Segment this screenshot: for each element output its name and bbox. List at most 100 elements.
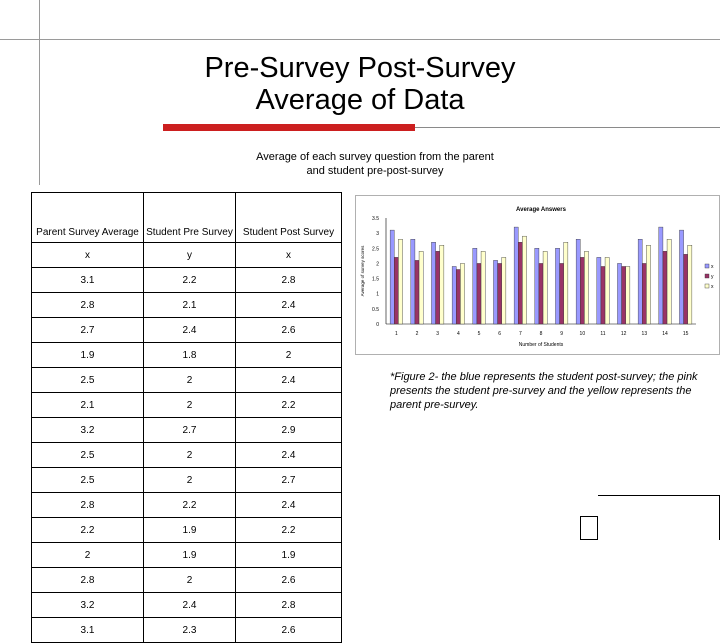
- bar-series-2-cat-6: [497, 263, 502, 325]
- bar-series-3-cat-8: [542, 251, 548, 325]
- bar-series-1-cat-4: [451, 266, 457, 325]
- bar-series-2-cat-12: [621, 266, 626, 325]
- table-row: 2.8 2.2 2.4: [31, 492, 342, 518]
- bar-series-3-cat-5: [480, 251, 486, 325]
- subtitle-line-2: and student pre-post-survey: [306, 165, 444, 177]
- table-cell: 1.9: [235, 542, 342, 568]
- table-cell: 2.2: [235, 517, 342, 543]
- bar-series-3-cat-14: [666, 239, 672, 325]
- table-cell: 3.1: [31, 267, 144, 293]
- table-cell: 3.1: [31, 617, 144, 643]
- table-cell: 3.2: [31, 417, 144, 443]
- x-tick-label: 11: [600, 331, 605, 337]
- frame-left-line: [39, 0, 40, 185]
- table-cell: x: [31, 242, 144, 268]
- table-cell: 2.9: [235, 417, 342, 443]
- legend-entry: x: [711, 284, 714, 290]
- frame-top-line: [0, 39, 720, 40]
- x-axis-label: Number of Students: [519, 342, 564, 348]
- table-cell: 1.9: [143, 517, 236, 543]
- x-tick-label: 1: [395, 331, 398, 337]
- table-row: 3.2 2.7 2.9: [31, 417, 342, 443]
- y-tick-label: 1: [376, 292, 379, 298]
- header-parent: Parent Survey Average: [31, 192, 144, 243]
- table-cell: 2.8: [31, 292, 144, 318]
- legend-swatch: [704, 263, 710, 269]
- corner-box: [580, 516, 598, 540]
- table-cell: 2.4: [235, 367, 342, 393]
- table-cell: 2: [143, 442, 236, 468]
- table-cell: 2.2: [143, 267, 236, 293]
- x-tick-label: 4: [457, 331, 460, 337]
- slide-title: Pre-Survey Post-Survey Average of Data: [150, 52, 570, 116]
- x-tick-label: 8: [540, 331, 543, 337]
- bar-series-2-cat-7: [518, 242, 523, 325]
- chart-title: Average Answers: [516, 207, 567, 213]
- title-line-2: Average of Data: [255, 84, 465, 116]
- table-cell: 2: [143, 467, 236, 493]
- y-tick-label: 1.5: [372, 277, 379, 283]
- legend-entry: x: [711, 264, 714, 270]
- table-cell: 2: [143, 567, 236, 593]
- table-cell: 1.8: [143, 342, 236, 368]
- x-tick-label: 2: [416, 331, 419, 337]
- bar-series-3-cat-12: [625, 266, 631, 325]
- table-cell: x: [235, 242, 342, 268]
- bar-series-2-cat-15: [683, 254, 688, 325]
- bar-series-3-cat-9: [563, 242, 569, 325]
- table-row: 3.1 2.2 2.8: [31, 267, 342, 293]
- table-cell: 2.1: [143, 292, 236, 318]
- x-tick-label: 9: [560, 331, 563, 337]
- table-row: 2.1 2 2.2: [31, 392, 342, 418]
- table-cell: 2.8: [235, 267, 342, 293]
- header-student-pre: Student Pre Survey: [143, 192, 236, 243]
- bar-series-2-cat-2: [414, 260, 420, 325]
- title-accent-bar: [163, 124, 415, 131]
- bar-series-1-cat-5: [472, 248, 478, 325]
- x-tick-label: 13: [642, 331, 648, 337]
- table-cell: 2.8: [31, 492, 144, 518]
- bar-series-1-cat-15: [679, 229, 684, 325]
- table-row: 2.5 2 2.4: [31, 442, 342, 468]
- bar-series-2-cat-9: [559, 263, 564, 325]
- x-tick-label: 14: [662, 331, 668, 337]
- table-cell: 2.4: [143, 317, 236, 343]
- bar-series-1-cat-10: [575, 239, 581, 325]
- table-row: 3.2 2.4 2.8: [31, 592, 342, 618]
- x-tick-label: 3: [436, 331, 439, 337]
- table-cell: 2: [31, 542, 144, 568]
- y-tick-label: 3.5: [372, 216, 379, 222]
- table-cell: 2.7: [31, 317, 144, 343]
- table-cell: 2.2: [31, 517, 144, 543]
- bar-series-2-cat-1: [394, 257, 399, 325]
- x-tick-label: 6: [498, 331, 501, 337]
- bar-series-3-cat-6: [501, 257, 507, 325]
- table-cell: 2.1: [31, 392, 144, 418]
- table-cell: 2.4: [235, 292, 342, 318]
- title-line-1: Pre-Survey Post-Survey: [204, 52, 516, 84]
- title-divider-line: [415, 127, 720, 128]
- table-cell: 2.7: [235, 467, 342, 493]
- table-cell: 2: [143, 367, 236, 393]
- table-cell: 2.5: [31, 442, 144, 468]
- bar-series-3-cat-11: [604, 257, 610, 325]
- table-cell: 2: [143, 392, 236, 418]
- bar-series-1-cat-2: [410, 239, 416, 325]
- table-cell: 2: [235, 342, 342, 368]
- header-student-post: Student Post Survey: [235, 192, 342, 243]
- legend-entry: y: [711, 274, 714, 280]
- table-row: 2.5 2 2.4: [31, 367, 342, 393]
- corner-line: [598, 495, 720, 496]
- bar-series-2-cat-11: [600, 266, 606, 325]
- bar-series-3-cat-7: [522, 235, 527, 325]
- legend-swatch: [704, 273, 710, 279]
- table-cell: 2.6: [235, 317, 342, 343]
- table-row: 2.2 1.9 2.2: [31, 517, 342, 543]
- table-cell: y: [143, 242, 236, 268]
- bar-series-3-cat-10: [584, 251, 589, 325]
- table-cell: 2.2: [235, 392, 342, 418]
- bar-series-3-cat-1: [398, 239, 403, 325]
- bar-series-1-cat-7: [513, 226, 519, 325]
- table-cell: 2.4: [143, 592, 236, 618]
- chart-svg: Average Answers 0 0.5 1 1.5 2 2.5 3 3.5 Average o…: [360, 207, 714, 348]
